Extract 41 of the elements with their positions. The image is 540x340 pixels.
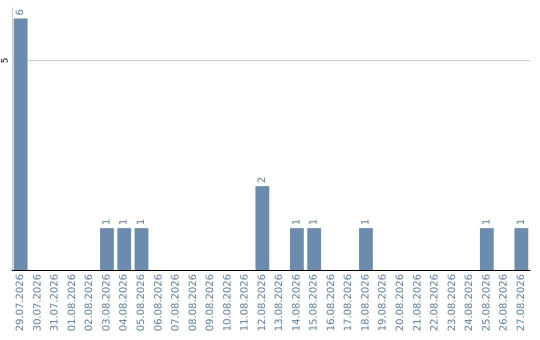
data-label: 1 — [118, 218, 130, 226]
x-tick-label: 07.08.2026 — [170, 274, 182, 332]
x-tick-label: 03.08.2026 — [101, 274, 112, 332]
x-tick-label: 04.08.2026 — [118, 274, 130, 332]
y-tick-label: 5 — [0, 58, 10, 64]
x-tick-label: 30.07.2026 — [32, 274, 44, 332]
data-label: 1 — [360, 218, 372, 226]
x-tick-label: 21.08.2026 — [412, 274, 424, 332]
x-tick-label: 27.08.2026 — [516, 274, 527, 332]
x-tick-label: 14.08.2026 — [291, 274, 302, 332]
x-tick-label: 26.08.2026 — [498, 274, 510, 332]
x-tick-label: 09.08.2026 — [205, 274, 216, 332]
x-tick-label: 23.08.2026 — [446, 274, 458, 332]
data-label: 6 — [15, 9, 26, 16]
data-label: 1 — [101, 218, 112, 226]
x-tick-label: 19.08.2026 — [378, 274, 389, 332]
x-tick-label: 13.08.2026 — [274, 274, 286, 332]
x-tick-label: 24.08.2026 — [464, 274, 476, 332]
x-tick-label: 11.08.2026 — [240, 274, 251, 332]
x-tick-label: 01.08.2026 — [66, 274, 78, 332]
x-tick-label: 20.08.2026 — [395, 274, 406, 332]
x-tick-label: 29.07.2026 — [15, 274, 26, 332]
data-label: 2 — [256, 176, 268, 184]
x-tick-label: 08.08.2026 — [188, 274, 199, 332]
x-tick-label: 05.08.2026 — [136, 274, 147, 332]
x-tick-label: 06.08.2026 — [153, 274, 164, 332]
x-tick-label: 18.08.2026 — [360, 274, 372, 332]
data-label: 1 — [481, 218, 492, 226]
x-tick-label: 25.08.2026 — [481, 274, 492, 332]
x-tick-label: 10.08.2026 — [222, 274, 234, 332]
x-tick-label: 02.08.2026 — [84, 274, 96, 332]
data-label: 1 — [308, 218, 320, 226]
data-label: 1 — [136, 218, 147, 226]
x-tick-label: 31.07.2026 — [50, 274, 61, 332]
x-tick-label: 15.08.2026 — [308, 274, 320, 332]
x-tick-label: 12.08.2026 — [256, 274, 268, 332]
data-label: 1 — [516, 218, 527, 226]
x-tick-label: 16.08.2026 — [326, 274, 337, 332]
x-tick-label: 17.08.2026 — [343, 274, 354, 332]
x-tick-label: 22.08.2026 — [430, 274, 441, 332]
data-label: 1 — [291, 218, 302, 226]
